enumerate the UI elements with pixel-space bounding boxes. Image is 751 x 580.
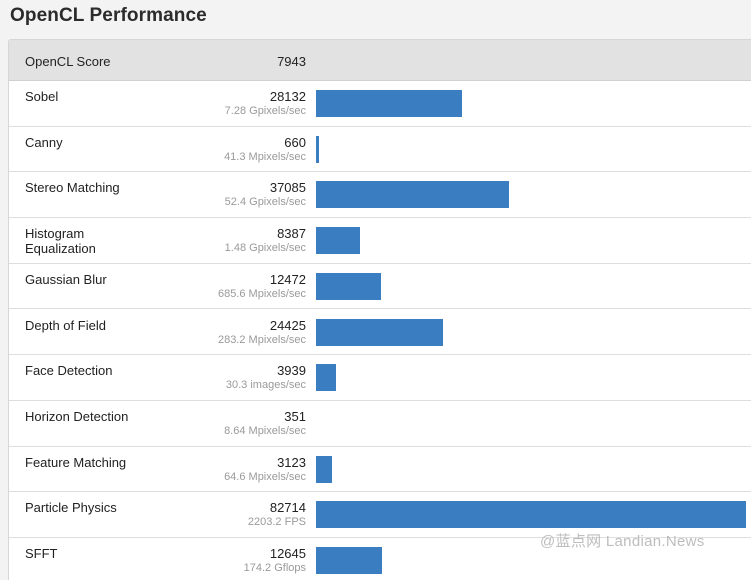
test-rate: 52.4 Gpixels/sec: [224, 196, 306, 209]
test-name: Feature Matching: [25, 454, 127, 470]
table-row: Stereo Matching 37085 52.4 Gpixels/sec: [9, 172, 751, 219]
score-bar: [316, 318, 443, 346]
table-row: Gaussian Blur 12472 685.6 Mpixels/sec: [9, 264, 751, 310]
test-name: Gaussian Blur: [25, 271, 107, 287]
test-rate: 64.6 Mpixels/sec: [224, 470, 306, 483]
test-score: 24425: [269, 317, 306, 333]
test-rate: 41.3 Mpixels/sec: [224, 150, 306, 163]
test-rate: 174.2 Gflops: [243, 562, 306, 574]
score-bar: [316, 272, 381, 300]
page-title: OpenCL Performance: [10, 5, 207, 26]
table-row: Canny 660 41.3 Mpixels/sec: [9, 127, 751, 173]
watermark: @蓝点网 Landian.News: [540, 533, 705, 550]
score-bar: [316, 181, 509, 209]
score-bar: [316, 90, 463, 117]
test-score: 12645: [269, 546, 306, 561]
score-bar: [316, 227, 360, 255]
table-row: SFFT 12645 174.2 Gflops: [9, 538, 751, 580]
test-score: 3939: [277, 363, 306, 379]
test-name: Histogram Equalization: [25, 226, 96, 257]
test-name: Sobel: [25, 89, 59, 104]
test-name: Stereo Matching: [25, 180, 120, 196]
test-score: 660: [284, 134, 306, 150]
score-bar: [316, 135, 320, 163]
test-name: Canny: [25, 134, 63, 150]
table-row: Histogram Equalization 8387 1.48 Gpixels/s…: [9, 218, 751, 264]
test-score: 12472: [269, 271, 306, 287]
header-name: OpenCL Score: [25, 54, 111, 69]
table-row: Face Detection 3939 30.3 images/sec: [9, 355, 751, 401]
test-rate: 8.64 Mpixels/sec: [224, 424, 306, 437]
test-rate: 7.28 Gpixels/sec: [224, 105, 306, 117]
results-table: OpenCL Score 7943 Sobel 28132 7.28 Gpixels…: [8, 39, 751, 580]
test-score: 37085: [269, 180, 306, 196]
score-bar: [316, 455, 333, 483]
test-rate: 1.48 Gpixels/sec: [224, 242, 306, 255]
table-row: Depth of Field 24425 283.2 Mpixels/sec: [9, 310, 751, 356]
test-score: 8387: [277, 226, 306, 242]
test-rate: 283.2 Mpixels/sec: [217, 333, 306, 346]
table-row: Sobel 28132 7.28 Gpixels/sec: [9, 81, 751, 127]
test-rate: 685.6 Mpixels/sec: [217, 287, 306, 300]
test-score: 3123: [277, 454, 306, 470]
test-score: 351: [284, 408, 306, 424]
test-rate: 30.3 images/sec: [225, 379, 306, 392]
table-row: Particle Physics 82714 2203.2 FPS: [9, 492, 751, 538]
test-name: Depth of Field: [25, 317, 106, 333]
test-score: 28132: [269, 89, 306, 104]
score-bar: [316, 364, 337, 392]
test-name: Particle Physics: [25, 500, 117, 516]
test-name: Face Detection: [25, 363, 113, 379]
table-row: Horizon Detection 351 8.64 Mpixels/sec: [9, 401, 751, 447]
test-name: Horizon Detection: [25, 408, 129, 424]
table-row: Feature Matching 3123 64.6 Mpixels/sec: [9, 447, 751, 493]
score-bar: [316, 547, 382, 574]
test-rate: 2203.2 FPS: [247, 516, 306, 529]
table-header-row: OpenCL Score 7943: [9, 40, 751, 81]
test-name: SFFT: [25, 546, 58, 561]
header-score: 7943: [277, 54, 306, 69]
score-bar: [316, 501, 746, 529]
test-score: 82714: [269, 500, 306, 516]
